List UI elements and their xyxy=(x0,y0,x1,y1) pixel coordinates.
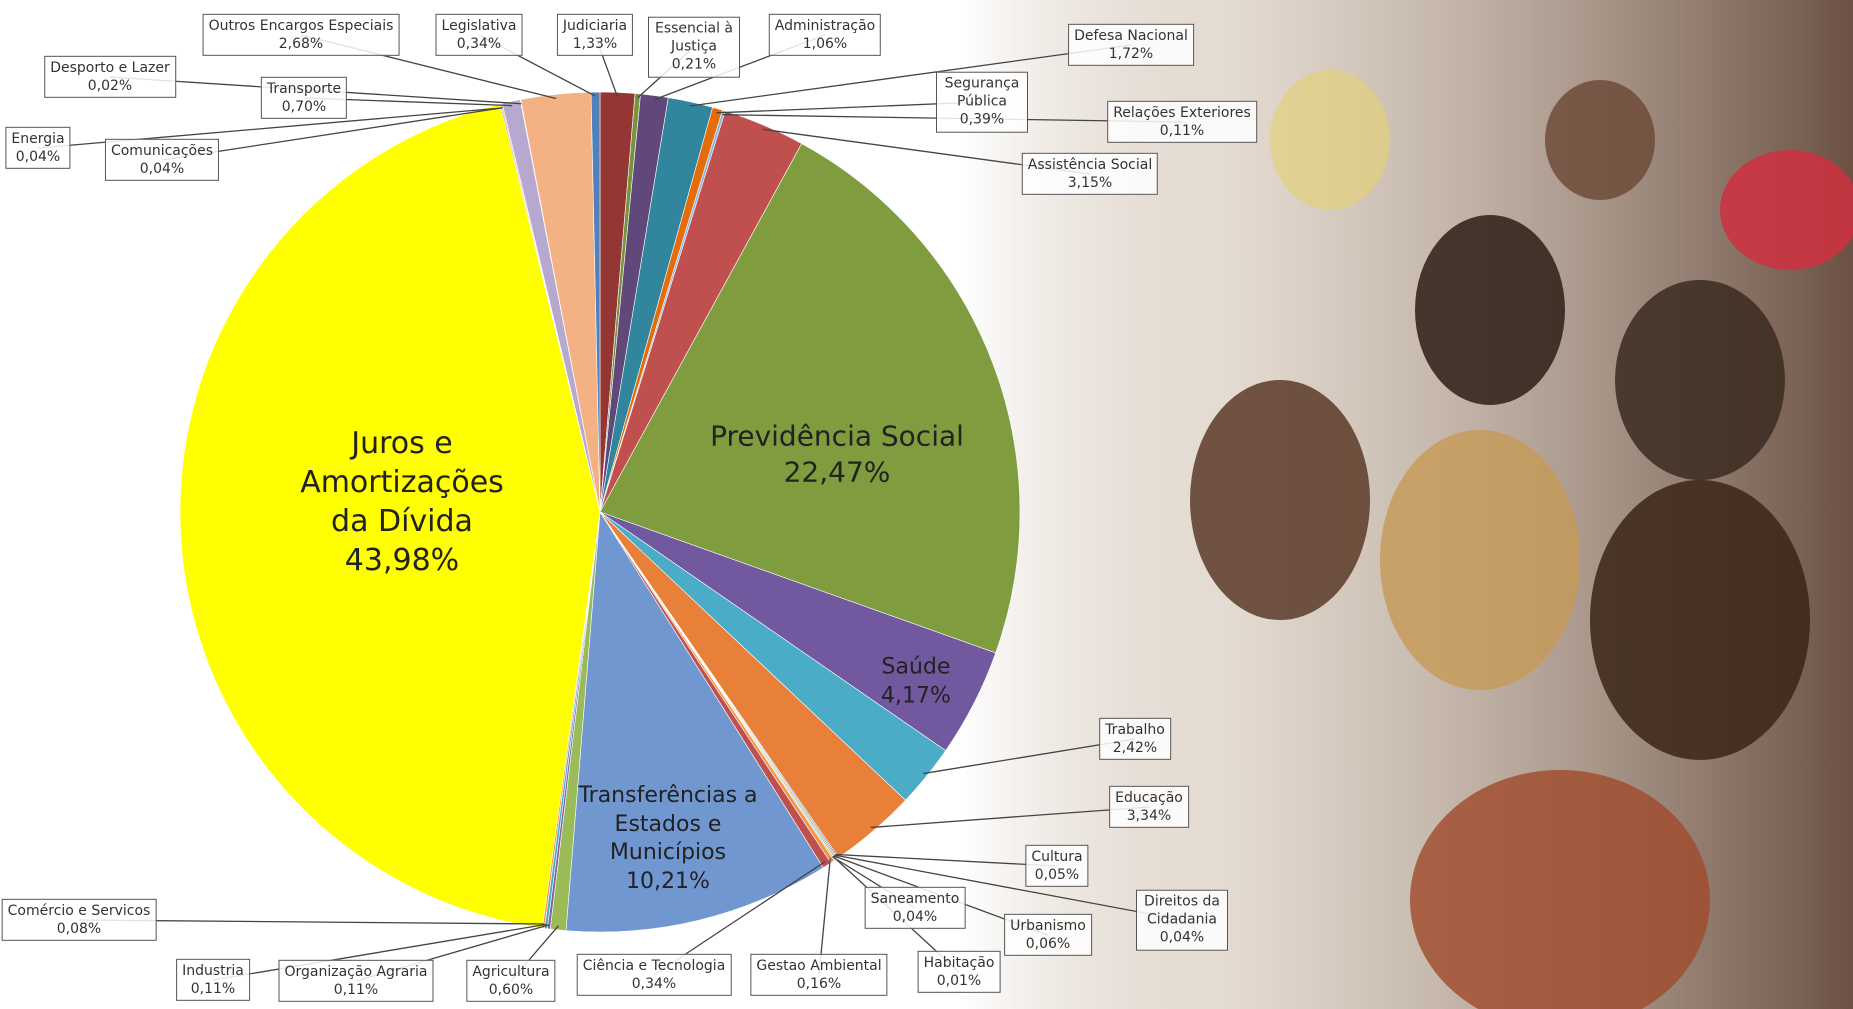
value-label: 4,17% xyxy=(871,682,961,711)
category-name: Transporte xyxy=(267,80,341,98)
value-label: 0,21% xyxy=(654,56,734,74)
category-name: Educação xyxy=(1115,789,1183,807)
category-name: Cultura xyxy=(1031,848,1082,866)
category-name: Saneamento xyxy=(871,890,960,908)
category-name: Saúde xyxy=(871,653,961,682)
value-label: 0,01% xyxy=(924,972,995,990)
category-name: Segurança Pública xyxy=(942,75,1022,111)
value-label: 1,06% xyxy=(775,35,875,53)
value-label: 1,33% xyxy=(563,35,627,53)
value-label: 0,05% xyxy=(1031,866,1082,884)
category-name: Assistência Social xyxy=(1028,156,1152,174)
category-name: Organização Agraria xyxy=(284,963,427,981)
category-name: Direitos da Cidadania xyxy=(1142,893,1222,929)
chart xyxy=(0,0,1853,1009)
value-label: 3,34% xyxy=(1115,807,1183,825)
category-name: Agricultura xyxy=(472,963,549,981)
category-name: Comunicações xyxy=(111,142,213,160)
value-label: 0,06% xyxy=(1010,935,1086,953)
category-name: Transferências a Estados e Municípios xyxy=(568,782,768,868)
value-label: 0,39% xyxy=(942,111,1022,129)
value-label: 22,47% xyxy=(687,455,987,491)
category-name: Previdência Social xyxy=(687,419,987,455)
value-label: 0,34% xyxy=(442,35,517,53)
category-name: Urbanismo xyxy=(1010,917,1086,935)
value-label: 43,98% xyxy=(282,541,522,580)
value-label: 1,72% xyxy=(1074,45,1188,63)
category-name: Essencial à Justiça xyxy=(654,20,734,56)
category-name: Administração xyxy=(775,17,875,35)
value-label: 0,11% xyxy=(284,981,427,999)
value-label: 2,68% xyxy=(209,35,394,53)
category-name: Desporto e Lazer xyxy=(50,59,170,77)
category-name: Juros e Amortizações da Dívida xyxy=(282,424,522,541)
crowd-photo xyxy=(960,0,1853,1009)
category-name: Comércio e Servicos xyxy=(8,902,151,920)
value-label: 0,08% xyxy=(8,920,151,938)
value-label: 2,42% xyxy=(1105,739,1165,757)
page: Judiciaria1,33% Essencial à Justiça0,21% A… xyxy=(0,0,1853,1009)
value-label: 0,34% xyxy=(583,975,726,993)
value-label: 0,04% xyxy=(871,908,960,926)
value-label: 0,02% xyxy=(50,77,170,95)
category-name: Industria xyxy=(182,962,244,980)
category-name: Energia xyxy=(11,130,64,148)
value-label: 10,21% xyxy=(568,868,768,897)
value-label: 0,60% xyxy=(472,981,549,999)
category-name: Judiciaria xyxy=(563,17,627,35)
value-label: 0,11% xyxy=(182,980,244,998)
category-name: Ciência e Tecnologia xyxy=(583,957,726,975)
value-label: 0,04% xyxy=(1142,929,1222,947)
category-name: Outros Encargos Especiais xyxy=(209,17,394,35)
category-name: Gestao Ambiental xyxy=(756,957,881,975)
category-name: Habitação xyxy=(924,954,995,972)
category-name: Defesa Nacional xyxy=(1074,27,1188,45)
category-name: Relações Exteriores xyxy=(1113,104,1251,122)
value-label: 0,04% xyxy=(111,160,213,178)
value-label: 0,04% xyxy=(11,148,64,166)
category-name: Trabalho xyxy=(1105,721,1165,739)
value-label: 3,15% xyxy=(1028,174,1152,192)
value-label: 0,11% xyxy=(1113,122,1251,140)
value-label: 0,16% xyxy=(756,975,881,993)
category-name: Legislativa xyxy=(442,17,517,35)
value-label: 0,70% xyxy=(267,98,341,116)
